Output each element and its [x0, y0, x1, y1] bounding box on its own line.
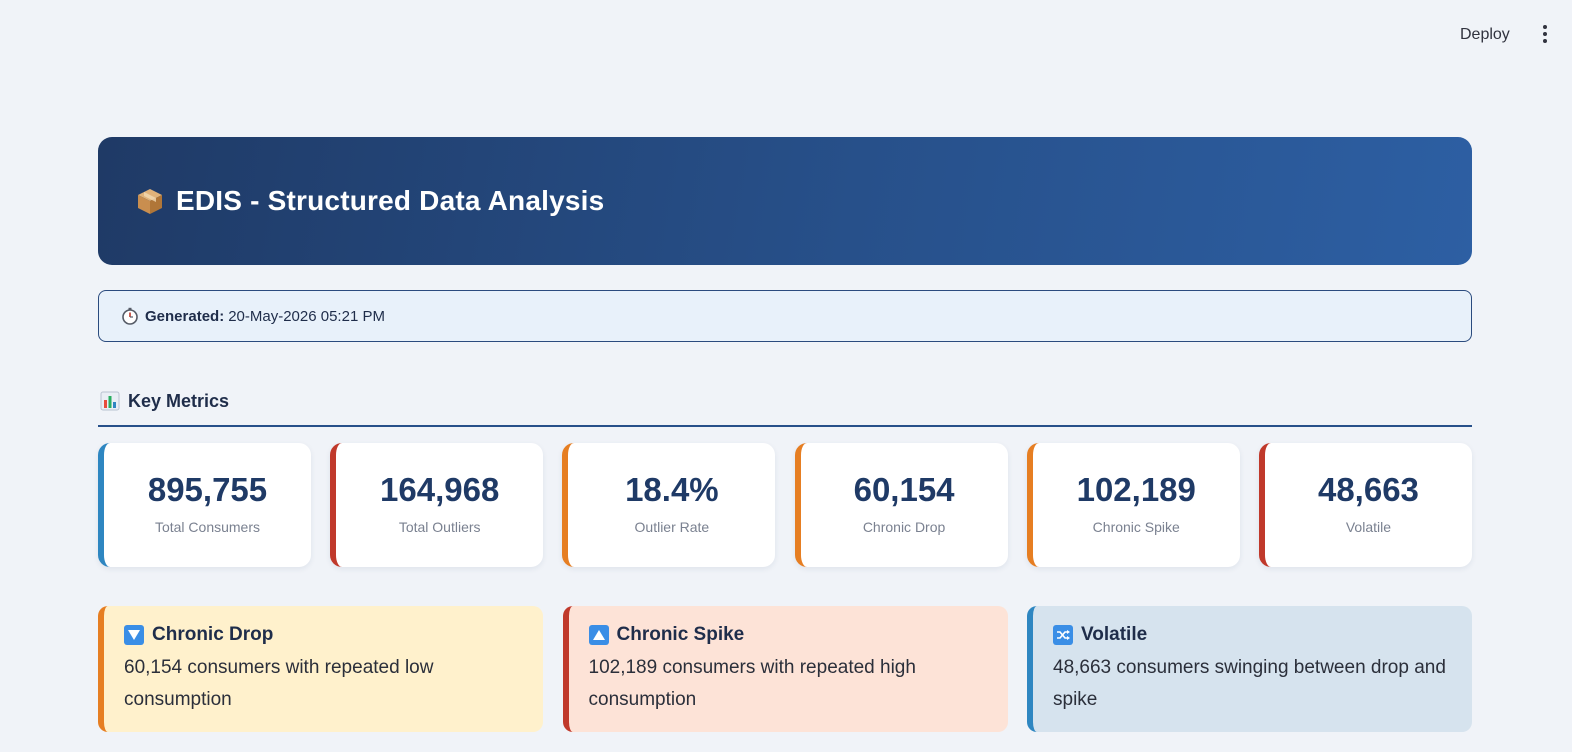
generated-timestamp: 20-May-2026 05:21 PM: [228, 307, 385, 325]
metric-label: Volatile: [1345, 519, 1392, 535]
metric-label: Chronic Spike: [1092, 519, 1180, 535]
metric-value: 48,663: [1317, 471, 1419, 508]
metric-value: 895,755: [147, 471, 268, 508]
category-description: 102,189 consumers with repeated high con…: [588, 657, 916, 710]
category-title: Chronic Drop: [152, 624, 274, 645]
shuffle-icon: [1053, 625, 1073, 645]
metric-label: Total Outliers: [398, 519, 481, 535]
metric-card-outlier-rate: 18.4% Outlier Rate: [562, 443, 776, 567]
metric-card-chronic-drop: 60,154 Chronic Drop: [794, 443, 1008, 567]
category-title: Volatile: [1081, 624, 1148, 645]
metric-value: 18.4%: [625, 471, 719, 508]
category-cards-row: Chronic Drop 60,154 consumers with repea…: [98, 606, 1472, 732]
metric-card-volatile: 48,663 Volatile: [1258, 443, 1472, 567]
metric-value: 164,968: [380, 471, 500, 508]
category-card-volatile: Volatile 48,663 consumers swinging betwe…: [1027, 606, 1472, 732]
category-description: 60,154 consumers with repeated low consu…: [124, 657, 434, 710]
main-menu-button[interactable]: [1538, 24, 1552, 44]
metrics-row: 895,755 Total Consumers 164,968 Total Ou…: [98, 443, 1472, 567]
category-card-chronic-spike: Chronic Spike 102,189 consumers with rep…: [562, 606, 1008, 732]
category-description: 48,663 consumers swinging between drop a…: [1053, 657, 1446, 710]
page-title: EDIS - Structured Data Analysis: [176, 185, 605, 216]
metric-label: Chronic Drop: [862, 519, 946, 535]
bar-chart-icon: [100, 391, 120, 411]
metric-card-total-outliers: 164,968 Total Outliers: [330, 443, 544, 567]
vertical-ellipsis-icon: [1543, 25, 1547, 29]
app-header: Deploy: [0, 0, 1572, 70]
section-title: Key Metrics: [128, 391, 230, 411]
metric-card-total-consumers: 895,755 Total Consumers: [98, 443, 311, 567]
key-metrics-header: Key Metrics: [98, 391, 1472, 427]
generated-info-box: Generated: 20-May-2026 05:21 PM: [98, 290, 1472, 342]
generated-label: Generated:: [145, 307, 225, 325]
down-triangle-icon: [124, 625, 144, 645]
category-card-chronic-drop: Chronic Drop 60,154 consumers with repea…: [98, 606, 543, 732]
stopwatch-icon: [121, 307, 139, 325]
main-content: EDIS - Structured Data Analysis Generate…: [98, 137, 1472, 732]
metric-label: Total Consumers: [154, 519, 261, 535]
metric-value: 60,154: [853, 471, 955, 508]
category-title: Chronic Spike: [616, 624, 745, 645]
metric-label: Outlier Rate: [634, 519, 710, 535]
up-triangle-icon: [588, 625, 609, 645]
metric-card-chronic-spike: 102,189 Chronic Spike: [1026, 443, 1240, 567]
package-icon: [136, 187, 164, 215]
metric-value: 102,189: [1076, 471, 1196, 508]
deploy-button[interactable]: Deploy: [1460, 26, 1510, 43]
hero-banner: EDIS - Structured Data Analysis: [98, 137, 1472, 265]
